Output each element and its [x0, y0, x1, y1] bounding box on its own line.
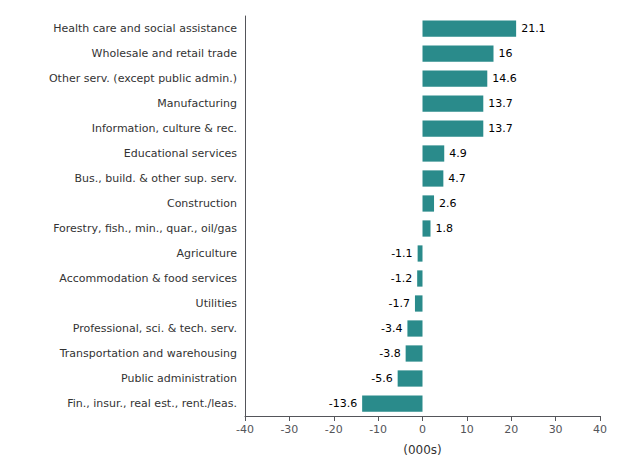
svg-text:Construction: Construction	[167, 197, 237, 210]
svg-text:-5.6: -5.6	[371, 372, 392, 385]
svg-text:-20: -20	[325, 423, 343, 436]
svg-text:4.9: 4.9	[449, 147, 467, 160]
svg-text:-1.1: -1.1	[391, 247, 412, 260]
svg-text:20: 20	[504, 423, 518, 436]
svg-text:-13.6: -13.6	[329, 397, 357, 410]
svg-text:Wholesale and retail trade: Wholesale and retail trade	[92, 47, 238, 60]
svg-text:Agriculture: Agriculture	[177, 247, 238, 260]
svg-text:Utilities: Utilities	[196, 297, 238, 310]
svg-text:Professional, sci. & tech. ser: Professional, sci. & tech. serv.	[73, 322, 237, 335]
svg-text:Health care and social assista: Health care and social assistance	[53, 22, 237, 35]
svg-text:-3.4: -3.4	[381, 322, 402, 335]
svg-text:-1.7: -1.7	[388, 297, 409, 310]
svg-text:21.1: 21.1	[521, 22, 546, 35]
svg-text:16: 16	[499, 47, 513, 60]
svg-text:-1.2: -1.2	[391, 272, 412, 285]
svg-text:(000s): (000s)	[403, 443, 442, 457]
svg-text:Bus., build. & other sup. serv: Bus., build. & other sup. serv.	[74, 172, 237, 185]
svg-text:10: 10	[460, 423, 474, 436]
svg-text:Other serv. (except public adm: Other serv. (except public admin.)	[49, 72, 237, 85]
svg-text:Transportation and warehousing: Transportation and warehousing	[59, 347, 237, 360]
svg-text:14.6: 14.6	[492, 72, 516, 85]
svg-text:0: 0	[419, 423, 426, 436]
svg-text:Forestry, fish., min., quar.,: Forestry, fish., min., quar., oil/gas	[53, 222, 237, 235]
svg-text:Manufacturing: Manufacturing	[157, 97, 237, 110]
svg-text:Educational services: Educational services	[124, 147, 237, 160]
svg-text:Accommodation & food services: Accommodation & food services	[59, 272, 237, 285]
svg-text:Information, culture & rec.: Information, culture & rec.	[92, 122, 237, 135]
svg-text:Public administration: Public administration	[121, 372, 237, 385]
svg-text:-3.8: -3.8	[379, 347, 400, 360]
svg-text:2.6: 2.6	[439, 197, 457, 210]
svg-text:Fin., insur., real est., rent.: Fin., insur., real est., rent./leas.	[67, 397, 237, 410]
svg-text:4.7: 4.7	[448, 172, 466, 185]
svg-text:-10: -10	[369, 423, 387, 436]
svg-text:-40: -40	[236, 423, 254, 436]
svg-text:13.7: 13.7	[488, 122, 513, 135]
svg-text:30: 30	[549, 423, 563, 436]
svg-text:-30: -30	[280, 423, 298, 436]
svg-text:40: 40	[593, 423, 607, 436]
svg-text:1.8: 1.8	[435, 222, 453, 235]
svg-text:13.7: 13.7	[488, 97, 513, 110]
